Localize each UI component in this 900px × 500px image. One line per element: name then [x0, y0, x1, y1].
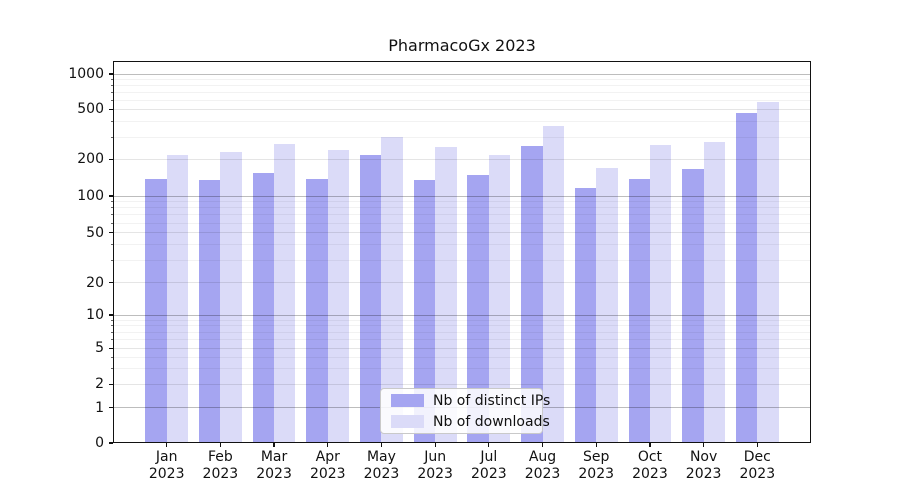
y-tick-label-5: 5 — [95, 340, 104, 357]
x-label-jun: Jun 2023 — [417, 449, 453, 482]
x-label-aug: Aug 2023 — [524, 449, 561, 482]
x-tick-jul — [488, 443, 490, 447]
y-tick-label-10: 10 — [86, 307, 104, 323]
y-tick-label-500: 500 — [77, 101, 104, 118]
bar-nb-of-downloads-mar — [274, 143, 296, 443]
y-minor-tick — [110, 91, 113, 93]
x-tick-nov — [703, 443, 705, 447]
bar-nb-of-downloads-apr — [327, 149, 350, 443]
legend-row-distinct-ips: Nb of distinct IPs — [381, 391, 550, 410]
x-tick-jun — [434, 443, 436, 447]
x-label-mar: Mar 2023 — [256, 449, 292, 482]
bar-nb-of-downloads-nov — [703, 142, 725, 443]
x-tick-may — [380, 443, 383, 447]
x-tick-mar — [273, 443, 275, 447]
y-tick-label-20: 20 — [86, 274, 104, 291]
y-minor-tick — [110, 367, 113, 369]
bar-nb-of-distinct-ips-dec — [735, 113, 758, 443]
x-tick-sep — [595, 443, 597, 447]
y-minor-tick — [110, 319, 113, 321]
bar-nb-of-distinct-ips-jan — [145, 178, 167, 443]
y-tick-200 — [108, 158, 113, 160]
legend-row-downloads: Nb of downloads — [381, 412, 550, 431]
x-label-nov: Nov 2023 — [685, 449, 722, 482]
legend-label-downloads: Nb of downloads — [433, 413, 550, 430]
y-tick-5 — [108, 347, 113, 349]
bar-nb-of-downloads-jan — [166, 154, 189, 443]
y-tick-100 — [108, 195, 113, 197]
x-label-dec: Dec 2023 — [739, 449, 776, 482]
y-minor-tick — [110, 331, 113, 333]
y-tick-label-1: 1 — [95, 399, 104, 416]
x-label-feb: Feb 2023 — [202, 449, 239, 482]
x-tick-feb — [219, 443, 221, 447]
bar-nb-of-downloads-oct — [649, 144, 672, 443]
bar-nb-of-downloads-aug — [542, 126, 564, 443]
y-tick-label-200: 200 — [77, 151, 104, 168]
y-tick-label-100: 100 — [77, 188, 104, 204]
y-minor-tick — [110, 214, 113, 216]
x-tick-dec — [756, 443, 758, 447]
legend-swatch-downloads — [391, 415, 424, 428]
y-tick-1000 — [108, 73, 113, 75]
bar-nb-of-distinct-ips-may — [360, 154, 382, 443]
bar-nb-of-distinct-ips-oct — [628, 178, 650, 443]
legend-label-distinct-ips: Nb of distinct IPs — [433, 392, 551, 409]
y-tick-500 — [108, 108, 113, 110]
y-tick-label-1000: 1000 — [68, 66, 104, 82]
y-tick-2 — [108, 383, 113, 385]
y-minor-tick — [110, 99, 113, 101]
y-minor-tick — [110, 84, 113, 86]
x-tick-jan — [166, 443, 168, 447]
x-label-jul: Jul 2023 — [471, 449, 507, 482]
bar-nb-of-distinct-ips-nov — [682, 168, 704, 443]
y-minor-tick — [110, 325, 113, 327]
y-tick-10 — [108, 314, 113, 316]
bar-nb-of-distinct-ips-jul — [467, 174, 489, 443]
y-tick-label-2: 2 — [95, 376, 104, 393]
bar-nb-of-distinct-ips-aug — [521, 146, 543, 443]
y-minor-tick — [110, 222, 113, 224]
bar-nb-of-downloads-dec — [757, 102, 779, 443]
bar-nb-of-downloads-jun — [435, 147, 457, 443]
x-tick-oct — [649, 443, 651, 447]
x-tick-aug — [541, 443, 544, 447]
y-tick-label-0: 0 — [95, 435, 104, 451]
plot-area — [113, 60, 811, 444]
legend: Nb of distinct IPs Nb of downloads — [380, 388, 550, 434]
x-label-oct: Oct 2023 — [632, 449, 668, 482]
bars-layer — [113, 61, 811, 444]
bar-nb-of-downloads-sep — [596, 167, 618, 443]
y-minor-tick — [110, 356, 113, 358]
x-tick-apr — [327, 443, 329, 447]
y-minor-tick — [110, 260, 113, 262]
x-label-apr: Apr 2023 — [309, 449, 346, 482]
y-minor-tick — [110, 120, 113, 122]
y-minor-tick — [110, 78, 113, 80]
x-label-sep: Sep 2023 — [578, 449, 615, 482]
y-minor-tick — [110, 244, 113, 246]
bar-nb-of-downloads-may — [381, 137, 403, 443]
y-tick-0 — [108, 442, 113, 444]
bar-nb-of-distinct-ips-feb — [198, 179, 221, 443]
y-tick-1 — [108, 407, 113, 409]
chart-title: PharmacoGx 2023 — [388, 36, 536, 55]
bar-nb-of-downloads-jul — [488, 155, 511, 443]
y-minor-tick — [110, 201, 113, 203]
x-label-may: May 2023 — [363, 449, 400, 482]
y-tick-20 — [108, 282, 113, 284]
y-minor-tick — [110, 136, 113, 138]
x-label-jan: Jan 2023 — [148, 449, 185, 482]
bar-nb-of-downloads-feb — [220, 151, 242, 443]
y-minor-tick — [110, 339, 113, 341]
bar-nb-of-distinct-ips-sep — [574, 187, 597, 443]
y-tick-label-50: 50 — [86, 224, 104, 241]
y-minor-tick — [110, 207, 113, 209]
bar-nb-of-distinct-ips-apr — [306, 178, 328, 443]
bar-nb-of-distinct-ips-mar — [252, 172, 275, 443]
bar-nb-of-distinct-ips-jun — [413, 180, 436, 443]
y-tick-50 — [108, 232, 113, 234]
legend-swatch-distinct-ips — [391, 394, 424, 407]
